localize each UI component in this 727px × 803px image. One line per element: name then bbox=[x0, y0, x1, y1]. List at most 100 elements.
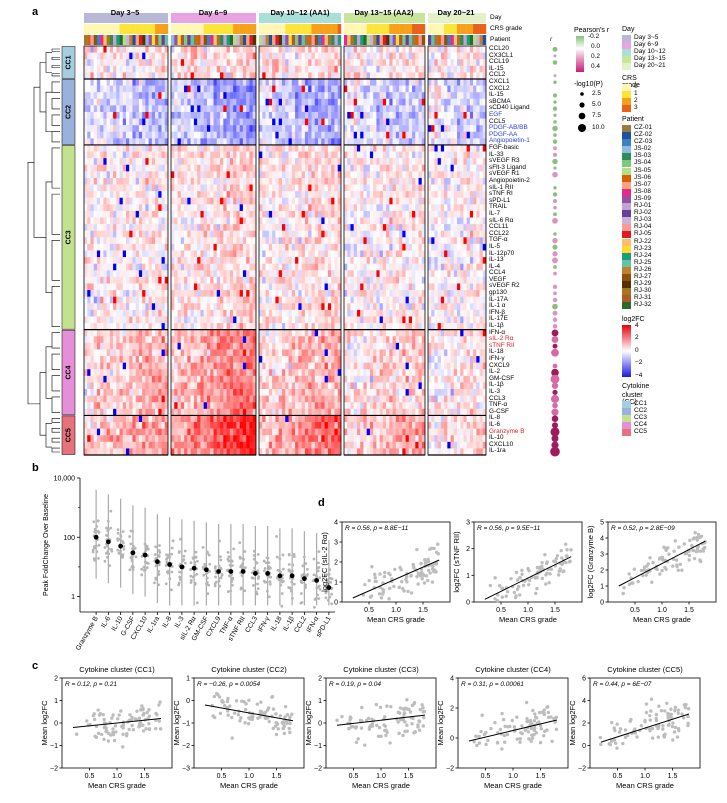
heatmap-cell bbox=[138, 111, 143, 119]
heatmap-cell bbox=[242, 270, 247, 278]
heatmap-cell bbox=[161, 171, 165, 179]
heatmap-cell bbox=[298, 276, 302, 284]
heatmap-cell bbox=[197, 78, 201, 86]
heatmap-cell bbox=[314, 375, 319, 383]
heatmap-cell bbox=[100, 263, 104, 271]
heatmap-cell bbox=[311, 105, 315, 113]
annotation-crs-cell bbox=[213, 24, 217, 34]
heatmap-cell bbox=[103, 224, 107, 231]
heatmap-cell bbox=[327, 316, 332, 324]
heatmap-cell bbox=[106, 72, 111, 80]
heatmap-cell bbox=[242, 428, 247, 436]
heatmap-cell bbox=[281, 210, 286, 218]
heatmap-cell bbox=[265, 283, 270, 291]
heatmap-cell bbox=[291, 349, 296, 357]
heatmap-cell bbox=[223, 349, 227, 357]
heatmap-cell bbox=[158, 448, 162, 456]
annotation-patient-cell bbox=[318, 35, 322, 45]
heatmap-cell bbox=[246, 237, 250, 245]
heatmap-cell bbox=[226, 177, 231, 185]
heatmap-cell bbox=[288, 72, 292, 80]
heatmap-cell bbox=[122, 65, 127, 73]
heatmap-cell bbox=[142, 177, 146, 185]
heatmap-cell bbox=[135, 309, 140, 317]
heatmap-cell bbox=[265, 46, 270, 53]
heatmap-cell bbox=[242, 369, 247, 377]
heatmap-cell bbox=[236, 111, 240, 119]
heatmap-cell bbox=[295, 210, 299, 218]
heatmap-cell bbox=[308, 151, 312, 159]
heatmap-cell bbox=[278, 382, 283, 390]
heatmap-cell bbox=[190, 230, 195, 238]
heatmap-cell bbox=[158, 402, 162, 410]
annotation-crs-cell bbox=[337, 24, 342, 34]
heatmap-cell bbox=[265, 98, 270, 106]
heatmap-cell bbox=[106, 369, 111, 377]
heatmap-cell bbox=[100, 237, 104, 245]
heatmap-cell bbox=[252, 46, 257, 53]
heatmap-cell bbox=[213, 204, 217, 212]
heatmap-cell bbox=[298, 296, 302, 304]
heatmap-cell bbox=[119, 230, 123, 238]
heatmap-cell bbox=[321, 171, 325, 179]
heatmap-cell bbox=[295, 336, 299, 344]
heatmap-cell bbox=[298, 85, 302, 93]
heatmap-cell bbox=[229, 329, 234, 337]
heatmap-cell bbox=[106, 441, 111, 449]
heatmap-cell bbox=[103, 85, 107, 93]
heatmap-cell bbox=[242, 85, 247, 93]
heatmap-cell bbox=[252, 309, 257, 317]
heatmap-cell bbox=[210, 323, 214, 330]
heatmap-cell bbox=[129, 415, 133, 423]
heatmap-cell bbox=[242, 441, 247, 449]
heatmap-cell bbox=[193, 290, 198, 297]
heatmap-cell bbox=[281, 336, 286, 344]
heatmap-cell bbox=[190, 362, 195, 370]
heatmap-cell bbox=[223, 138, 227, 146]
heatmap-cell bbox=[314, 428, 319, 436]
heatmap-cell bbox=[278, 422, 283, 429]
heatmap-cell bbox=[337, 323, 342, 330]
annotation-patient-cell bbox=[145, 35, 149, 45]
heatmap-cell bbox=[262, 191, 266, 198]
heatmap-cell bbox=[295, 118, 299, 126]
heatmap-cell bbox=[100, 362, 104, 370]
heatmap-cell bbox=[226, 111, 231, 119]
heatmap-cell bbox=[106, 243, 111, 251]
heatmap-cell bbox=[210, 230, 214, 238]
heatmap-cell bbox=[281, 92, 286, 99]
heatmap-cell bbox=[132, 382, 136, 390]
heatmap-cell bbox=[197, 184, 201, 192]
heatmap-cell bbox=[151, 402, 156, 410]
heatmap-cell bbox=[116, 323, 120, 330]
heatmap-cell bbox=[223, 375, 227, 383]
heatmap-cell bbox=[223, 415, 227, 423]
heatmap-cell bbox=[113, 257, 117, 264]
heatmap-cell bbox=[109, 375, 114, 383]
heatmap-cell bbox=[288, 428, 292, 436]
heatmap-cell bbox=[223, 389, 227, 396]
heatmap-cell bbox=[262, 210, 266, 218]
heatmap-cell bbox=[135, 283, 140, 291]
heatmap-cell bbox=[268, 435, 273, 443]
heatmap-cell bbox=[87, 111, 91, 119]
heatmap-cell bbox=[259, 111, 263, 119]
heatmap-cell bbox=[236, 105, 240, 113]
heatmap-cell bbox=[200, 336, 204, 344]
heatmap-cell bbox=[164, 435, 169, 443]
heatmap-cell bbox=[171, 125, 175, 132]
heatmap-cell bbox=[138, 125, 143, 132]
heatmap-cell bbox=[100, 65, 104, 73]
heatmap-cell bbox=[295, 290, 299, 297]
heatmap-cell bbox=[318, 303, 322, 311]
heatmap-cell bbox=[145, 250, 149, 258]
heatmap-cell bbox=[324, 250, 329, 258]
heatmap-cell bbox=[298, 237, 302, 245]
heatmap-cell bbox=[129, 422, 133, 429]
heatmap-cell bbox=[249, 171, 253, 179]
heatmap-cell bbox=[304, 415, 309, 423]
annotation-patient-cell bbox=[129, 35, 133, 45]
heatmap-cell bbox=[109, 362, 114, 370]
heatmap-cell bbox=[148, 270, 153, 278]
heatmap-cell bbox=[262, 448, 266, 456]
